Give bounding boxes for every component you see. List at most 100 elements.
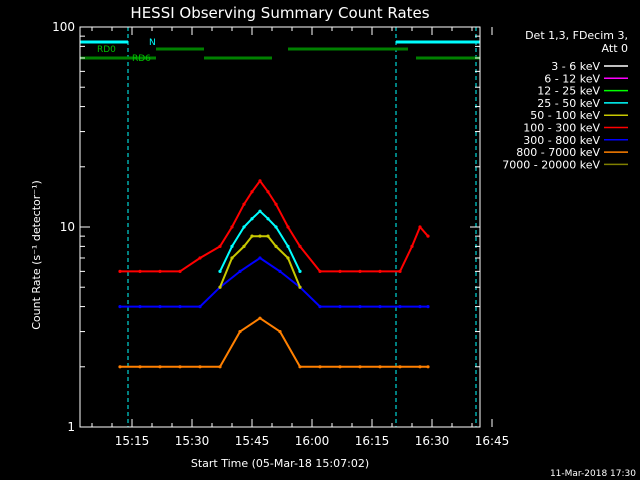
y-tick-label: 10	[60, 220, 75, 234]
series-point	[358, 304, 362, 309]
series-point	[266, 217, 270, 221]
series-point	[138, 365, 142, 369]
series-point	[398, 269, 402, 273]
x-tick-label: 16:30	[415, 434, 450, 448]
series-point	[378, 365, 382, 369]
series-point	[118, 365, 122, 369]
series-point	[278, 329, 282, 334]
series-point	[138, 304, 142, 309]
series-point	[198, 256, 202, 260]
series-point	[358, 269, 362, 273]
series-point	[118, 304, 122, 309]
legend-header-line1: Det 1,3, FDecim 3,	[525, 29, 628, 42]
series-line-300-800-	[120, 256, 428, 308]
series-point	[158, 304, 162, 309]
series-point	[338, 269, 342, 273]
series-point	[298, 365, 302, 369]
series-point	[426, 304, 430, 309]
series-point	[418, 304, 422, 309]
y-axis-label: Count Rate (s⁻¹ detector⁻¹)	[30, 180, 43, 330]
legend-entry-label: 50 - 100 keV	[530, 109, 600, 122]
series-point	[426, 234, 430, 238]
series-point	[398, 365, 402, 369]
legend-entry-label: 7000 - 20000 keV	[502, 158, 600, 171]
y-tick-label: 1	[67, 420, 75, 434]
series-point	[286, 244, 290, 248]
series-point	[266, 234, 270, 238]
series-point	[318, 269, 322, 273]
bar-label-rd0: RD0	[97, 45, 116, 55]
series-point	[242, 244, 246, 248]
series-point	[218, 269, 222, 273]
series-point	[398, 304, 402, 309]
legend-entry-label: 300 - 800 keV	[523, 134, 600, 147]
series-point	[250, 190, 254, 194]
legend-entry-label: 6 - 12 keV	[544, 72, 600, 85]
x-tick-label: 15:15	[115, 434, 150, 448]
series-point	[258, 256, 262, 260]
series-point	[298, 269, 302, 273]
series-point	[426, 365, 430, 369]
series-point	[242, 202, 246, 206]
series-point	[258, 179, 262, 183]
series-point	[158, 269, 162, 273]
legend-header-line2: Att 0	[602, 42, 628, 55]
series-point	[318, 304, 322, 309]
legend-entry-label: 25 - 50 keV	[537, 97, 600, 110]
series-point	[138, 269, 142, 273]
legend-entry-label: 100 - 300 keV	[523, 122, 600, 135]
series-point	[178, 269, 182, 273]
series-line-800-7000-	[120, 316, 428, 368]
series-point	[178, 365, 182, 369]
series-point	[250, 217, 254, 221]
series-line-50-100-	[219, 235, 301, 288]
series-line-25-50-	[219, 209, 301, 272]
series-point	[338, 304, 342, 309]
x-axis-label: Start Time (05-Mar-18 15:07:02)	[191, 457, 369, 470]
x-tick-label: 15:30	[175, 434, 210, 448]
y-tick-label: 100	[52, 20, 75, 34]
series-point	[410, 244, 414, 248]
series-point	[274, 225, 278, 229]
bar-label-rd6: RD6	[132, 54, 151, 64]
series-point	[258, 209, 262, 213]
series-line-100-300-	[120, 179, 429, 273]
x-tick-label: 16:15	[355, 434, 390, 448]
series-point	[274, 244, 278, 248]
series-point	[358, 365, 362, 369]
series-point	[158, 365, 162, 369]
series-point	[286, 256, 290, 260]
series-point	[286, 225, 290, 229]
series-point	[418, 365, 422, 369]
series-point	[258, 234, 262, 238]
series-point	[198, 365, 202, 369]
series-point	[338, 365, 342, 369]
series-point	[418, 225, 422, 229]
series-point	[218, 365, 222, 369]
x-tick-label: 16:00	[295, 434, 330, 448]
legend-entry-label: 3 - 6 keV	[551, 60, 600, 73]
series-point	[378, 269, 382, 273]
series-point	[258, 316, 262, 320]
series-point	[250, 234, 254, 238]
chart-title: HESSI Observing Summary Count Rates	[130, 4, 429, 22]
series-point	[118, 269, 122, 273]
series-point	[218, 244, 222, 248]
series-point	[278, 269, 282, 273]
series-point	[266, 190, 270, 194]
series-point	[242, 225, 246, 229]
series-point	[298, 244, 302, 248]
series-point	[298, 285, 302, 289]
legend-entry-label: 12 - 25 keV	[537, 85, 600, 98]
series-point	[378, 304, 382, 309]
footer-date: 11-Mar-2018 17:30	[550, 469, 636, 479]
x-tick-label: 15:45	[235, 434, 270, 448]
series-point	[238, 269, 242, 273]
series-point	[230, 256, 234, 260]
series-point	[238, 329, 242, 334]
series-point	[274, 202, 278, 206]
series-point	[218, 285, 222, 289]
legend-entry-label: 800 - 7000 keV	[516, 146, 600, 159]
